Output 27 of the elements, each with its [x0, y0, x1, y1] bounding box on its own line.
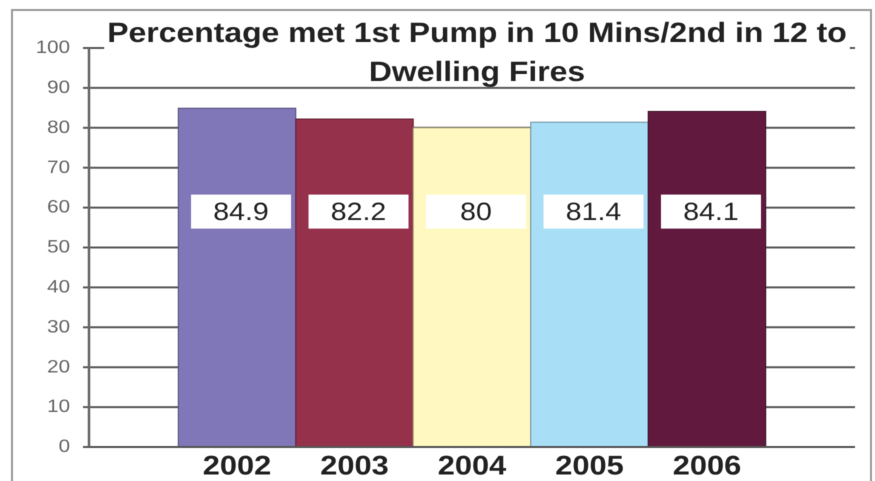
chart-title: Percentage met 1st Pump in 10 Mins/2nd in 12 to Dwelling Fires [107, 18, 847, 88]
y-tick-label: 100 [36, 38, 70, 58]
x-tick-label: 2002 [202, 451, 272, 481]
y-tick-label: 10 [47, 397, 70, 417]
bar [178, 108, 296, 448]
x-tick-label: 2006 [672, 451, 742, 481]
y-tick-label: 50 [47, 238, 70, 258]
y-tick-label: 80 [47, 118, 70, 138]
y-tick-label: 90 [47, 78, 70, 98]
y-tick-label: 30 [47, 318, 70, 338]
data-label: 80 [460, 198, 492, 226]
y-tick-label: 40 [47, 278, 70, 298]
data-label: 82.2 [330, 198, 386, 226]
x-tick-label: 2004 [438, 451, 506, 481]
y-tick-label: 70 [47, 158, 70, 178]
bar [295, 118, 414, 448]
bar [412, 127, 532, 448]
bar [648, 110, 766, 448]
y-tick-label: 20 [47, 357, 70, 377]
x-tick-label: 2003 [320, 451, 389, 481]
y-tick-label: 0 [58, 437, 70, 457]
bar [530, 122, 649, 448]
y-tick-label: 60 [47, 198, 70, 218]
x-tick-label: 2005 [555, 451, 624, 481]
data-label: 84.9 [213, 198, 269, 226]
data-label: 81.4 [566, 198, 622, 226]
data-label: 84.1 [683, 198, 739, 226]
